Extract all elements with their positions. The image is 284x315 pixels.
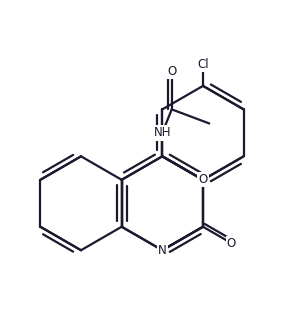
Text: O: O [198,173,208,186]
Text: Cl: Cl [197,58,209,71]
Text: N: N [158,244,167,257]
Text: NH: NH [154,126,171,139]
Text: O: O [227,237,236,250]
Text: N: N [199,173,207,186]
Text: O: O [167,65,176,78]
